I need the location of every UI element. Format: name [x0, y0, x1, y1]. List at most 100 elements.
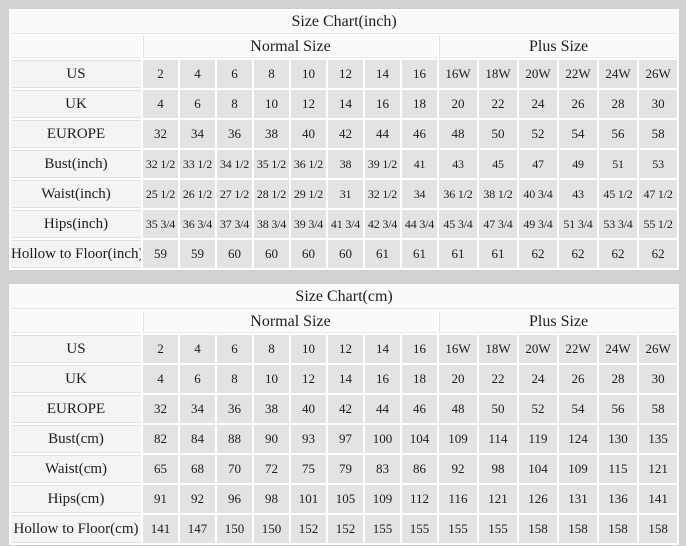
size-cell: 48	[439, 120, 477, 148]
size-cell: 150	[217, 515, 252, 543]
size-row: Hollow to Floor(inch) 59 59 60 60 60 60 61 61 61 6…	[11, 240, 678, 268]
size-cell: 28	[599, 90, 637, 118]
size-cell: 101	[291, 485, 326, 513]
size-cell: 158	[639, 515, 678, 543]
group-plus-size: Plus Size	[439, 36, 678, 58]
size-cell: 155	[402, 515, 437, 543]
size-cell: 16W	[439, 60, 477, 88]
size-cell: 38	[254, 120, 289, 148]
size-cell: 32	[143, 120, 178, 148]
size-cell: 42	[328, 395, 363, 423]
size-cell: 18	[402, 90, 437, 118]
size-cell: 60	[217, 240, 252, 268]
size-row: Waist(inch) 25 1/2 26 1/2 27 1/2 28 1/2 29 1/…	[11, 180, 678, 208]
table-title: Size Chart(inch)	[11, 11, 678, 34]
size-cell: 53 3/4	[599, 210, 637, 238]
size-cell: 12	[328, 60, 363, 88]
size-cell: 86	[402, 455, 437, 483]
size-cell: 47 1/2	[639, 180, 678, 208]
size-cell: 83	[365, 455, 400, 483]
size-cell: 37 3/4	[217, 210, 252, 238]
size-cell: 14	[365, 335, 400, 363]
size-cell: 79	[328, 455, 363, 483]
size-cell: 4	[180, 335, 215, 363]
size-cell: 38	[254, 395, 289, 423]
size-cell: 158	[519, 515, 557, 543]
size-cell: 121	[479, 485, 517, 513]
size-cell: 22	[479, 90, 517, 118]
size-cell: 62	[639, 240, 678, 268]
size-cell: 28 1/2	[254, 180, 289, 208]
size-cell: 16	[365, 365, 400, 393]
size-cell: 38	[328, 150, 363, 178]
size-cell: 36 1/2	[439, 180, 477, 208]
size-cell: 4	[143, 365, 178, 393]
size-cell: 155	[365, 515, 400, 543]
size-cell: 51	[599, 150, 637, 178]
size-cell: 58	[639, 395, 678, 423]
row-label: US	[11, 60, 141, 88]
size-cell: 56	[599, 395, 637, 423]
size-cell: 46	[402, 395, 437, 423]
size-cell: 47 3/4	[479, 210, 517, 238]
size-cell: 16W	[439, 335, 477, 363]
size-cell: 88	[217, 425, 252, 453]
size-cell: 61	[402, 240, 437, 268]
size-cell: 92	[180, 485, 215, 513]
size-cell: 14	[328, 365, 363, 393]
size-cell: 36 3/4	[180, 210, 215, 238]
size-cell: 114	[479, 425, 517, 453]
size-cell: 36	[217, 395, 252, 423]
size-cell: 51 3/4	[559, 210, 597, 238]
row-label: Hips(inch)	[11, 210, 141, 238]
row-label: EUROPE	[11, 120, 141, 148]
size-cell: 152	[328, 515, 363, 543]
size-cell: 26	[559, 90, 597, 118]
size-row: Hips(inch) 35 3/4 36 3/4 37 3/4 38 3/4 39 3/4…	[11, 210, 678, 238]
size-cell: 93	[291, 425, 326, 453]
size-cell: 4	[143, 90, 178, 118]
row-label: Bust(cm)	[11, 425, 141, 453]
size-cell: 20	[439, 365, 477, 393]
size-cell: 16	[402, 60, 437, 88]
size-cell: 130	[599, 425, 637, 453]
size-cell: 34	[402, 180, 437, 208]
size-cell: 68	[180, 455, 215, 483]
size-row: EUROPE 32 34 36 38 40 42 44 46 48 50 52 54 56 58	[11, 395, 678, 423]
size-cell: 112	[402, 485, 437, 513]
size-cell: 105	[328, 485, 363, 513]
size-cell: 10	[291, 60, 326, 88]
size-cell: 59	[143, 240, 178, 268]
size-cell: 42 3/4	[365, 210, 400, 238]
size-cell: 12	[291, 90, 326, 118]
size-cell: 155	[479, 515, 517, 543]
size-cell: 24	[519, 365, 557, 393]
size-cell: 90	[254, 425, 289, 453]
row-label: Hollow to Floor(inch)	[11, 240, 141, 268]
size-cell: 96	[217, 485, 252, 513]
size-cell: 39 1/2	[365, 150, 400, 178]
size-cell: 35 1/2	[254, 150, 289, 178]
size-cell: 84	[180, 425, 215, 453]
size-cell: 60	[328, 240, 363, 268]
size-row: UK 4 6 8 10 12 14 16 18 20 22 24 26 28 30	[11, 90, 678, 118]
size-cell: 72	[254, 455, 289, 483]
size-cell: 52	[519, 395, 557, 423]
size-chart-cm-table: Size Chart(cm) Normal Size Plus Size US 2…	[8, 283, 681, 546]
size-row: Bust(cm) 82 84 88 90 93 97 100 104 109 114 119 124 13…	[11, 425, 678, 453]
size-cell: 104	[519, 455, 557, 483]
size-row: US 2 4 6 8 10 12 14 16 16W 18W 20W 22W 24W 26W	[11, 60, 678, 88]
size-cell: 31	[328, 180, 363, 208]
size-cell: 150	[254, 515, 289, 543]
size-cell: 60	[291, 240, 326, 268]
size-cell: 34	[180, 395, 215, 423]
size-cell: 45 3/4	[439, 210, 477, 238]
size-cell: 39 3/4	[291, 210, 326, 238]
size-cell: 158	[599, 515, 637, 543]
size-cell: 55 1/2	[639, 210, 678, 238]
size-cell: 115	[599, 455, 637, 483]
size-row: US 2 4 6 8 10 12 14 16 16W 18W 20W 22W 24W 26W	[11, 335, 678, 363]
size-cell: 32 1/2	[365, 180, 400, 208]
size-cell: 8	[254, 60, 289, 88]
table-title-row: Size Chart(cm)	[11, 286, 678, 309]
